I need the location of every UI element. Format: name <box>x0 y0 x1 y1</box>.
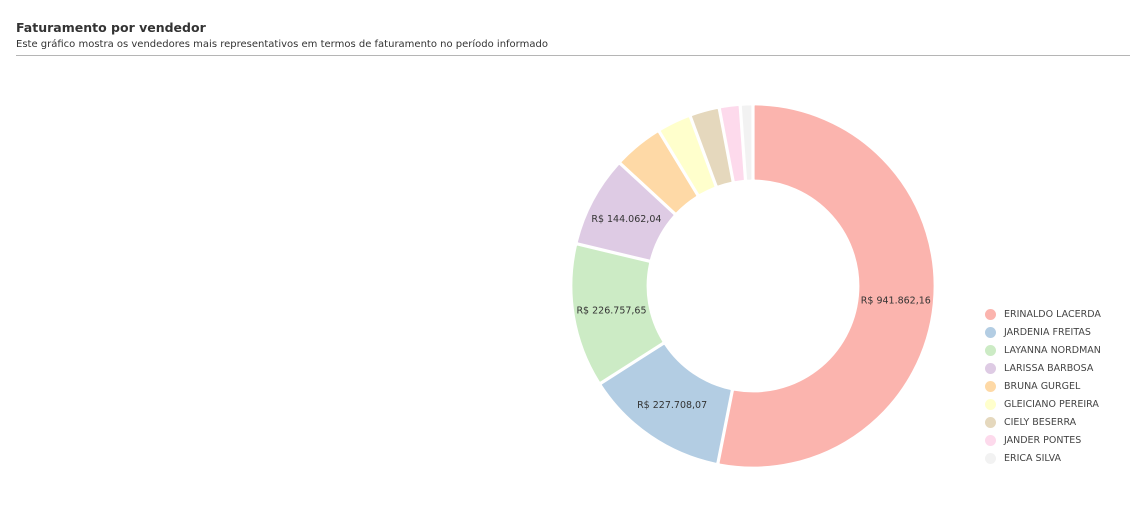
legend-label: LAYANNA NORDMAN <box>1004 345 1101 357</box>
slice-bruna-gurgel[interactable] <box>621 132 697 213</box>
legend-item-jardenia-freitas[interactable]: JARDENIA FREITAS <box>985 324 1101 342</box>
legend-swatch-icon <box>985 363 996 375</box>
legend-item-bruna-gurgel[interactable]: BRUNA GURGEL <box>985 378 1101 396</box>
legend-label: ERINALDO LACERDA <box>1004 309 1101 321</box>
legend-label: ERICA SILVA <box>1004 452 1062 464</box>
legend-swatch-icon <box>985 398 996 410</box>
legend-label: BRUNA GURGEL <box>1004 381 1081 392</box>
slice-ciely-beserra[interactable] <box>692 108 732 186</box>
legend-swatch-icon <box>985 309 996 321</box>
data-label-jardenia-freitas: R$ 227.708,07 <box>637 400 707 411</box>
legend-item-erinaldo-lacerda[interactable]: ERINALDO LACERDA <box>985 306 1101 324</box>
legend-item-gleiciano-pereira[interactable]: GLEICIANO PEREIRA <box>985 395 1101 413</box>
data-label-erinaldo-lacerda: R$ 941.862,16 <box>861 296 931 307</box>
header-divider <box>16 55 1130 56</box>
legend-swatch-icon <box>985 345 996 357</box>
legend-swatch-icon <box>985 434 996 446</box>
legend-item-erica-silva[interactable]: ERICA SILVA <box>985 449 1101 467</box>
legend-item-layanna-nordman[interactable]: LAYANNA NORDMAN <box>985 342 1101 360</box>
chart-legend: ERINALDO LACERDA JARDENIA FREITAS LAYANNA … <box>985 306 1101 467</box>
data-label-larissa-barbosa: R$ 144.062,04 <box>591 214 661 225</box>
legend-swatch-icon <box>985 416 996 428</box>
slice-erinaldo-lacerda[interactable] <box>719 105 934 467</box>
slice-jardenia-freitas[interactable] <box>601 344 731 463</box>
slice-layanna-nordman[interactable] <box>572 245 663 382</box>
data-label-layanna-nordman: R$ 226.757,65 <box>576 305 646 316</box>
legend-item-jander-pontes[interactable]: JANDER PONTES <box>985 431 1101 449</box>
legend-swatch-icon <box>985 327 996 339</box>
legend-label: GLEICIANO PEREIRA <box>1004 398 1099 410</box>
legend-label: LARISSA BARBOSA <box>1004 363 1094 375</box>
legend-item-larissa-barbosa[interactable]: LARISSA BARBOSA <box>985 360 1101 378</box>
legend-item-ciely-beserra[interactable]: CIELY BESERRA <box>985 413 1101 431</box>
chart-subtitle: Este gráfico mostra os vendedores mais r… <box>16 39 548 50</box>
legend-label: JARDENIA FREITAS <box>1004 327 1091 339</box>
legend-swatch-icon <box>985 381 996 392</box>
legend-label: CIELY BESERRA <box>1004 416 1077 428</box>
legend-swatch-icon <box>985 452 996 464</box>
slice-erica-silva[interactable] <box>741 105 752 180</box>
slice-jander-pontes[interactable] <box>720 106 744 182</box>
chart-title: Faturamento por vendedor <box>16 20 206 35</box>
slice-larissa-barbosa[interactable] <box>577 164 674 260</box>
chart-header: Faturamento por vendedor Este gráfico mo… <box>16 20 1130 51</box>
legend-label: JANDER PONTES <box>1004 434 1082 446</box>
slice-gleiciano-pereira[interactable] <box>660 117 715 195</box>
